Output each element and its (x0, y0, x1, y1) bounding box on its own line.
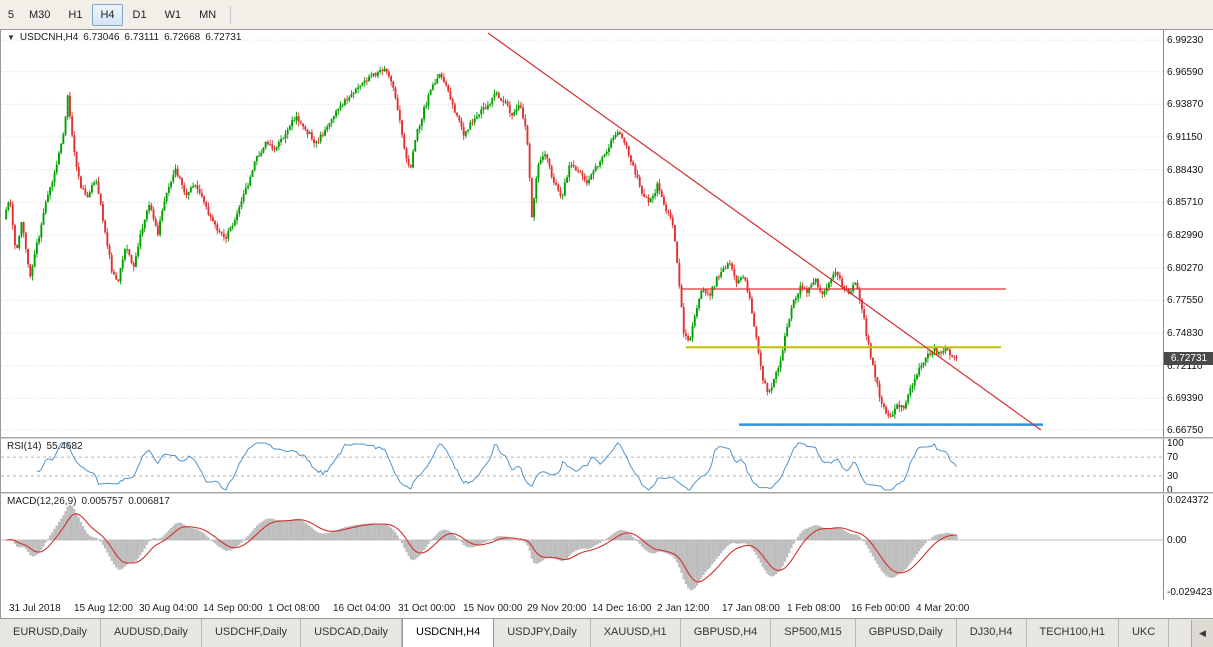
price-axis-label: 6.80270 (1167, 263, 1204, 274)
price-axis-label: 6.91150 (1167, 132, 1203, 143)
chart-tab[interactable]: USDCHF,Daily (201, 619, 302, 647)
descending-trendline[interactable] (487, 32, 1042, 431)
candles-group (5, 66, 958, 419)
time-axis-label: 1 Feb 08:00 (787, 603, 841, 614)
time-axis[interactable]: 31 Jul 2018 15 Aug 12:00 30 Aug 04:00 14 Se… (1, 600, 1163, 618)
chart-tab[interactable]: UKC (1118, 619, 1170, 647)
macd-chart-canvas[interactable] (1, 494, 1163, 600)
price-axis[interactable]: 6.99230 6.96590 6.93870 6.91150 6.88430 6.857… (1167, 30, 1213, 437)
price-axis-label: 6.99230 (1167, 35, 1204, 46)
time-axis-label: 16 Oct 04:00 (333, 603, 391, 614)
price-axis-label: 6.82990 (1167, 230, 1204, 241)
macd-signal-line (6, 513, 957, 583)
chart-tab[interactable]: GBPUSD,H4 (680, 619, 772, 647)
rsi-chart-canvas[interactable] (1, 439, 1163, 492)
axis-separator (1163, 30, 1164, 600)
scroll-left-icon: ◀ (1199, 628, 1206, 638)
low-value: 6.72668 (164, 32, 201, 43)
chart-tab[interactable]: AUDUSD,Daily (100, 619, 202, 647)
rsi-axis-label: 70 (1167, 452, 1179, 463)
time-axis-label: 2 Jan 12:00 (657, 603, 710, 614)
time-axis-label: 29 Nov 20:00 (527, 603, 587, 614)
chart-window: ▼ USDCNH,H4 6.73046 6.73111 6.72668 6.72731 6… (0, 30, 1213, 618)
chart-tab[interactable]: XAUUSD,H1 (590, 619, 681, 647)
timeframe-button-m30[interactable]: M30 (29, 8, 51, 21)
chart-tab[interactable]: DJ30,H4 (956, 619, 1027, 647)
time-axis-label: 1 Oct 08:00 (268, 603, 320, 614)
macd-axis[interactable]: 0.024372 0.00 -0.029423 (1167, 494, 1213, 600)
rsi-indicator-name: RSI(14) (7, 441, 42, 452)
time-axis-label: 4 Mar 20:00 (916, 603, 970, 614)
timeframe-button-d1[interactable]: D1 (132, 8, 147, 21)
time-axis-label: 17 Jan 08:00 (722, 603, 780, 614)
macd-axis-label: 0.024372 (1167, 495, 1209, 506)
time-axis-label: 30 Aug 04:00 (139, 603, 198, 614)
rsi-pane: RSI(14) 55.4682 100 70 30 0 (1, 438, 1213, 496)
time-axis-label: 31 Jul 2018 (9, 603, 61, 614)
rsi-label: RSI(14) 55.4682 (7, 441, 88, 452)
chart-tab[interactable]: USDCAD,Daily (301, 619, 403, 647)
price-axis-label: 6.66750 (1167, 425, 1204, 436)
rsi-value: 55.4682 (46, 441, 83, 452)
symbol-period-label: USDCNH,H4 (19, 32, 79, 43)
price-axis-label: 6.96590 (1167, 67, 1204, 78)
time-axis-label: 16 Feb 00:00 (851, 603, 910, 614)
macd-pane: MACD(12,26,9) 0.005757 0.006817 0.024372 0.… (1, 494, 1213, 600)
rsi-axis-label: 100 (1167, 438, 1184, 449)
time-axis-label: 14 Sep 00:00 (203, 603, 263, 614)
timeframe-button-mn[interactable]: MN (199, 8, 217, 21)
chart-tab-active[interactable]: USDCNH,H4 (402, 619, 495, 647)
price-axis-label: 6.74830 (1167, 328, 1204, 339)
price-axis-label: 6.69390 (1167, 393, 1204, 404)
rsi-axis-label: 30 (1167, 471, 1179, 482)
toolbar-separator (230, 5, 232, 24)
macd-label: MACD(12,26,9) 0.005757 0.006817 (7, 496, 175, 507)
collapse-chart-icon[interactable]: ▼ (7, 33, 15, 42)
pane-splitter[interactable] (1, 492, 1213, 494)
timeframe-toolbar: 5 M30 H1 H4 D1 W1 MN (0, 0, 1213, 30)
macd-main-value: 0.005757 (81, 496, 124, 507)
time-axis-label: 15 Aug 12:00 (74, 603, 133, 614)
chart-tab[interactable]: GBPUSD,Daily (855, 619, 957, 647)
chart-tabs-bar: EURUSD,Daily AUDUSD,Daily USDCHF,Daily USDC… (0, 618, 1213, 647)
time-axis-label: 31 Oct 00:00 (398, 603, 456, 614)
price-axis-label: 6.85710 (1167, 197, 1204, 208)
macd-axis-label: 0.00 (1167, 535, 1187, 546)
close-value: 6.72731 (205, 32, 242, 43)
chart-tab[interactable]: EURUSD,Daily (0, 619, 101, 647)
chart-tabs: EURUSD,Daily AUDUSD,Daily USDCHF,Daily USDC… (0, 619, 1191, 647)
time-axis-label: 14 Dec 16:00 (592, 603, 652, 614)
macd-histogram (5, 505, 958, 590)
tab-scroll-left-button[interactable]: ◀ (1191, 620, 1213, 647)
chart-tab[interactable]: SP500,M15 (771, 619, 856, 647)
price-axis-label: 6.93870 (1167, 99, 1204, 110)
rsi-axis[interactable]: 100 70 30 0 (1167, 438, 1213, 496)
time-axis-label: 15 Nov 00:00 (463, 603, 523, 614)
timeframe-button-h1[interactable]: H1 (68, 8, 83, 21)
timeframe-button-w1[interactable]: W1 (164, 8, 182, 21)
rsi-line (36, 442, 957, 491)
price-pane: ▼ USDCNH,H4 6.73046 6.73111 6.72668 6.72731 6… (1, 30, 1213, 437)
macd-signal-value: 0.006817 (128, 496, 170, 507)
chart-ohlc-label: ▼ USDCNH,H4 6.73046 6.73111 6.72668 6.72731 (7, 32, 246, 43)
rsi-axis-label: 0 (1167, 485, 1173, 496)
price-gridlines (1, 39, 1163, 431)
price-axis-label: 6.72110 (1167, 361, 1203, 372)
current-price-badge: 6.72731 (1164, 352, 1213, 365)
macd-axis-label: -0.029423 (1167, 587, 1213, 598)
high-value: 6.73111 (124, 32, 160, 43)
pane-splitter[interactable] (1, 437, 1213, 439)
chart-tab[interactable]: TECH100,H1 (1026, 619, 1119, 647)
timeframe-button-h4[interactable]: H4 (92, 3, 123, 26)
price-chart-canvas[interactable] (1, 30, 1163, 437)
open-value: 6.73046 (83, 32, 120, 43)
price-axis-label: 6.88430 (1167, 165, 1204, 176)
macd-indicator-name: MACD(12,26,9) (7, 496, 77, 507)
chart-tab[interactable]: USDJPY,Daily (494, 619, 591, 647)
price-axis-label: 6.77550 (1167, 295, 1204, 306)
timeframe-button-5[interactable]: 5 (7, 8, 14, 21)
